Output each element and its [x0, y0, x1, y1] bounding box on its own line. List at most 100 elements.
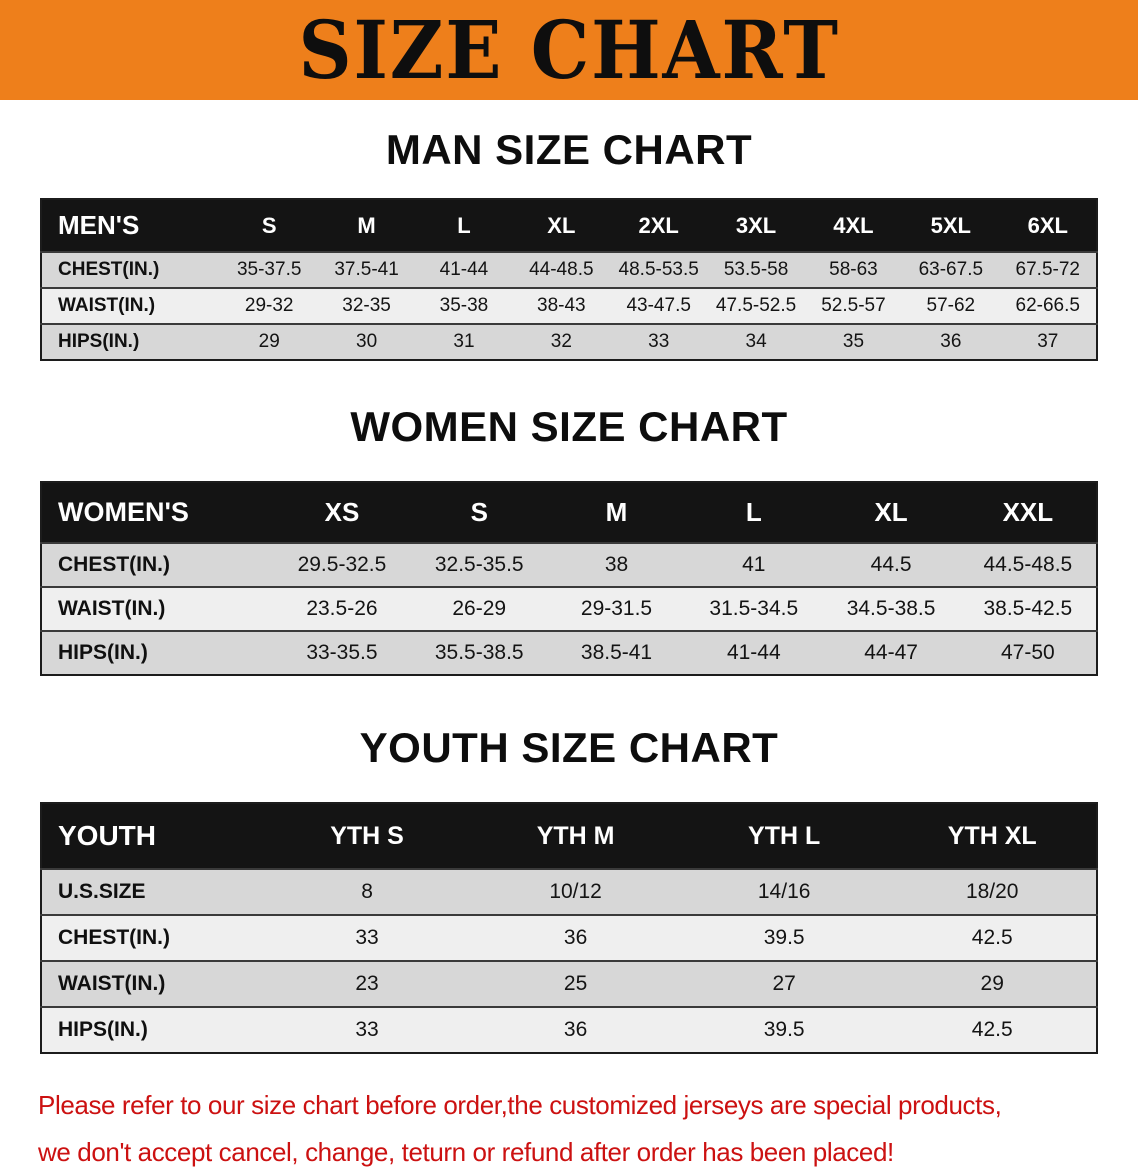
- table-header-row: WOMEN'S XS S M L XL XXL: [41, 482, 1097, 543]
- size-value: 23: [355, 972, 379, 995]
- size-value: 44.5-48.5: [983, 553, 1073, 576]
- table-row: CHEST(IN.) 33 36 39.5 42.5: [41, 915, 1097, 961]
- size-value: 8: [361, 880, 373, 903]
- size-value: 47-50: [1001, 641, 1055, 664]
- size-value: 44-48.5: [529, 259, 594, 280]
- size-value: 36: [940, 331, 962, 352]
- banner: SIZE CHART: [0, 0, 1138, 100]
- size-value: 35-38: [439, 295, 489, 316]
- size-value: 43-47.5: [626, 295, 691, 316]
- youth-section-heading: YOUTH SIZE CHART: [359, 724, 779, 771]
- row-label: CHEST(IN.): [58, 553, 170, 576]
- table-row: CHEST(IN.) 35-37.5 37.5-41 41-44 44-48.5 48.5…: [41, 252, 1097, 288]
- size-column-header: YTH S: [262, 803, 472, 869]
- size-value: 31: [453, 331, 475, 352]
- table-row: U.S.SIZE 8 10/12 14/16 18/20: [41, 869, 1097, 915]
- size-column-header: L: [685, 482, 823, 543]
- size-value: 47.5-52.5: [715, 295, 797, 316]
- size-value: 14/16: [757, 880, 811, 903]
- size-value: 26-29: [452, 597, 507, 620]
- size-value: 29.5-32.5: [297, 553, 387, 576]
- table-header-row: YOUTH YTH S YTH M YTH L YTH XL: [41, 803, 1097, 869]
- women-size-table: WOMEN'S XS S M L XL XXL CHEST(IN.) 29.5-32.5 32.5…: [40, 481, 1098, 676]
- size-column-header: S: [220, 199, 318, 252]
- size-value: 32: [550, 331, 572, 352]
- size-value: 29-31.5: [580, 597, 653, 620]
- table-corner-label: MEN'S: [41, 199, 221, 252]
- size-value: 33: [355, 1018, 379, 1041]
- size-value: 63-67.5: [918, 259, 984, 280]
- row-label: WAIST(IN.): [58, 597, 166, 620]
- size-column-header: 6XL: [999, 199, 1097, 252]
- row-label: HIPS(IN.): [58, 641, 148, 664]
- size-column-header: L: [415, 199, 513, 252]
- size-column-header: 2XL: [610, 199, 708, 252]
- size-column-header: YTH XL: [888, 803, 1097, 869]
- size-value: 29: [980, 972, 1004, 995]
- table-row: HIPS(IN.) 29 30 31 32 33 34 35 36 37: [41, 324, 1097, 360]
- row-label: HIPS(IN.): [58, 331, 140, 352]
- size-value: 37.5-41: [334, 259, 399, 280]
- size-value: 42.5: [971, 1018, 1013, 1041]
- size-value: 33: [648, 331, 670, 352]
- row-label: WAIST(IN.): [58, 295, 156, 316]
- size-value: 33-35.5: [306, 641, 378, 664]
- size-value: 38.5-42.5: [983, 597, 1073, 620]
- size-value: 52.5-57: [821, 295, 886, 316]
- disclaimer-line-2: we don't accept cancel, change, teturn o…: [38, 1136, 894, 1167]
- size-value: 30: [356, 331, 378, 352]
- size-value: 67.5-72: [1015, 259, 1080, 280]
- row-label: HIPS(IN.): [58, 1018, 148, 1041]
- size-value: 34: [745, 331, 767, 352]
- size-value: 32-35: [342, 295, 391, 316]
- size-value: 42.5: [971, 926, 1013, 949]
- size-column-header: XL: [822, 482, 960, 543]
- size-value: 35-37.5: [236, 259, 302, 280]
- size-value: 39.5: [763, 1018, 805, 1041]
- disclaimer-line-1: Please refer to our size chart before or…: [38, 1090, 1002, 1120]
- size-value: 39.5: [763, 926, 805, 949]
- youth-size-section: YOUTH SIZE CHART YOUTH YTH S YTH M YTH L YTH…: [0, 724, 1138, 1054]
- size-value: 41: [742, 553, 766, 576]
- size-value: 57-62: [926, 295, 976, 316]
- size-value: 18/20: [965, 880, 1019, 903]
- table-corner-label: YOUTH: [41, 803, 263, 869]
- size-column-header: M: [547, 482, 686, 543]
- size-value: 25: [563, 972, 588, 995]
- size-column-header: XS: [273, 482, 411, 543]
- size-column-header: 3XL: [707, 199, 805, 252]
- row-label: U.S.SIZE: [58, 880, 146, 903]
- disclaimer: Please refer to our size chart before or…: [38, 1082, 1100, 1176]
- men-section-heading: MAN SIZE CHART: [385, 126, 753, 173]
- size-value: 36: [563, 1018, 588, 1041]
- size-column-header: 5XL: [902, 199, 1000, 252]
- size-value: 38.5-41: [580, 641, 653, 664]
- size-value: 58-63: [829, 259, 878, 280]
- size-column-header: YTH L: [679, 803, 889, 869]
- size-value: 38: [604, 553, 629, 576]
- size-column-header: YTH M: [471, 803, 680, 869]
- size-column-header: 4XL: [804, 199, 903, 252]
- table-row: WAIST(IN.) 23.5-26 26-29 29-31.5 31.5-34.5 34…: [41, 587, 1097, 631]
- men-size-table: MEN'S S M L XL 2XL 3XL 4XL 5XL 6XL CHEST(IN.) 35-37…: [40, 198, 1098, 361]
- youth-size-table: YOUTH YTH S YTH M YTH L YTH XL U.S.SIZE 8 10/12…: [40, 802, 1098, 1054]
- table-corner-label: WOMEN'S: [41, 482, 274, 543]
- size-value: 29: [258, 331, 280, 352]
- size-value: 36: [563, 926, 588, 949]
- table-row: WAIST(IN.) 29-32 32-35 35-38 38-43 43-47.5 47.…: [41, 288, 1097, 324]
- size-value: 53.5-58: [723, 259, 789, 280]
- size-value: 44-47: [864, 641, 918, 664]
- size-value: 33: [355, 926, 379, 949]
- size-value: 62-66.5: [1015, 295, 1080, 316]
- men-size-section: MAN SIZE CHART MEN'S S M L XL 2XL 3XL 4XL 5XL 6XL…: [0, 126, 1138, 361]
- size-column-header: XL: [512, 199, 611, 252]
- table-row: HIPS(IN.) 33 36 39.5 42.5: [41, 1007, 1097, 1053]
- size-column-header: S: [410, 482, 548, 543]
- size-value: 44.5: [870, 553, 912, 576]
- table-row: WAIST(IN.) 23 25 27 29: [41, 961, 1097, 1007]
- size-value: 34.5-38.5: [846, 597, 936, 620]
- size-value: 27: [772, 972, 796, 995]
- size-value: 35.5-38.5: [434, 641, 524, 664]
- size-value: 32.5-35.5: [434, 553, 524, 576]
